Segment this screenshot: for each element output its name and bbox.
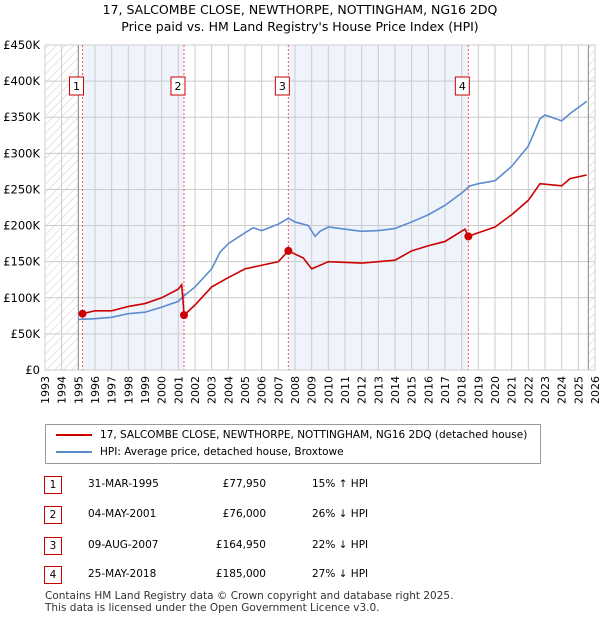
y-tick-label: £300K [3,146,40,160]
x-tick-label: 2003 [206,376,219,404]
sale-number-box: 4 [44,566,62,584]
sale-date: 04-MAY-2001 [88,508,157,520]
sale-label-box [274,76,290,96]
sale-hpi-diff: 15% ↑ HPI [312,478,369,490]
x-tick-label: 2001 [172,376,185,404]
shaded-band [82,45,184,370]
sale-label: 2 [175,80,182,93]
hatched-no-data [588,45,595,370]
x-tick-label: 2006 [256,376,269,404]
x-tick-label: 2023 [539,376,552,404]
legend-label-hpi: HPI: Average price, detached house, Brox… [100,446,344,458]
x-tick-label: 2020 [489,376,502,404]
x-tick-label: 2009 [306,376,319,404]
x-tick-label: 1999 [139,376,152,404]
footer-licence: This data is licensed under the Open Gov… [45,602,380,614]
sale-price: £164,950 [215,539,266,551]
sale-label: 1 [73,80,80,93]
sale-price: £185,000 [215,568,266,580]
x-tick-label: 2026 [589,376,600,404]
sale-number-box: 3 [44,537,62,555]
x-tick-label: 1993 [39,376,52,404]
x-tick-label: 2004 [222,376,235,404]
sale-date: 09-AUG-2007 [88,539,159,551]
x-tick-label: 2022 [522,376,535,404]
legend-label-property: 17, SALCOMBE CLOSE, NEWTHORPE, NOTTINGHA… [100,429,528,441]
x-tick-label: 2021 [506,376,519,404]
x-tick-label: 2018 [456,376,469,404]
x-tick-label: 2012 [356,376,369,404]
x-tick-label: 2016 [422,376,435,404]
sale-label-box [170,76,186,96]
x-tick-label: 2007 [272,376,285,404]
x-tick-label: 1996 [89,376,102,404]
y-tick-label: £200K [3,219,40,233]
sale-price: £76,000 [222,508,266,520]
x-tick-label: 2024 [556,376,569,404]
footer-copyright: Contains HM Land Registry data © Crown c… [45,590,454,602]
y-tick-label: £50K [11,327,41,341]
sale-hpi-diff: 27% ↓ HPI [312,568,369,580]
sale-point [180,311,188,320]
y-tick-label: £250K [3,182,40,196]
x-tick-label: 2002 [189,376,202,404]
x-tick-label: 2000 [156,376,169,404]
table-row: 4 25-MAY-2018 £185,000 27% ↓ HPI [0,566,600,586]
legend-swatch-property [56,434,92,436]
table-row: 2 04-MAY-2001 £76,000 26% ↓ HPI [0,506,600,526]
y-tick-label: £100K [3,291,40,305]
sale-point [78,309,87,318]
x-tick-label: 2010 [322,376,335,404]
x-tick-label: 1997 [106,376,119,404]
sale-point [464,232,473,241]
x-tick-label: 1995 [72,376,85,404]
x-tick-label: 2013 [372,376,385,404]
sale-number-box: 2 [44,506,62,524]
sale-point [284,246,293,255]
sale-label: 3 [279,80,286,93]
y-tick-label: £450K [3,38,40,52]
x-tick-label: 1998 [122,376,135,404]
chart-plot: 1993 1994 1995 1996 1997 1998 1999 2000 2001 2002… [3,38,600,404]
chart-title: 17, SALCOMBE CLOSE, NEWTHORPE, NOTTINGHA… [102,2,498,17]
x-tick-label: 2005 [239,376,252,404]
chart-subtitle: Price paid vs. HM Land Registry's House … [121,19,479,34]
plot-border [44,44,596,371]
sale-hpi-diff: 22% ↓ HPI [312,539,369,551]
legend-swatch-hpi [56,451,92,453]
sale-label-box [454,76,470,96]
x-tick-label: 2008 [289,376,302,404]
x-tick-label: 2014 [389,376,402,404]
x-tick-label: 2011 [339,376,352,404]
sale-date: 31-MAR-1995 [88,478,159,490]
sale-hpi-diff: 26% ↓ HPI [312,508,369,520]
y-tick-label: £400K [3,74,40,88]
table-row: 1 31-MAR-1995 £77,950 15% ↑ HPI [0,476,600,496]
legend: 17, SALCOMBE CLOSE, NEWTHORPE, NOTTINGHA… [45,424,541,464]
x-tick-label: 2019 [472,376,485,404]
x-tick-label: 2025 [572,376,585,404]
sale-price: £77,950 [222,478,266,490]
x-tick-label: 1994 [56,376,69,404]
y-tick-label: £350K [3,110,40,124]
y-tick-label: £0 [25,363,40,377]
series-line-property [82,174,587,317]
y-tick-label: £150K [3,255,40,269]
x-tick-label: 2017 [439,376,452,404]
x-tick-label: 2015 [406,376,419,404]
sale-date: 25-MAY-2018 [88,568,157,580]
sale-label-box [69,76,84,96]
table-row: 3 09-AUG-2007 £164,950 22% ↓ HPI [0,537,600,557]
sale-label: 4 [459,80,466,93]
sale-number-box: 1 [44,476,62,494]
series-line-hpi [78,100,588,321]
